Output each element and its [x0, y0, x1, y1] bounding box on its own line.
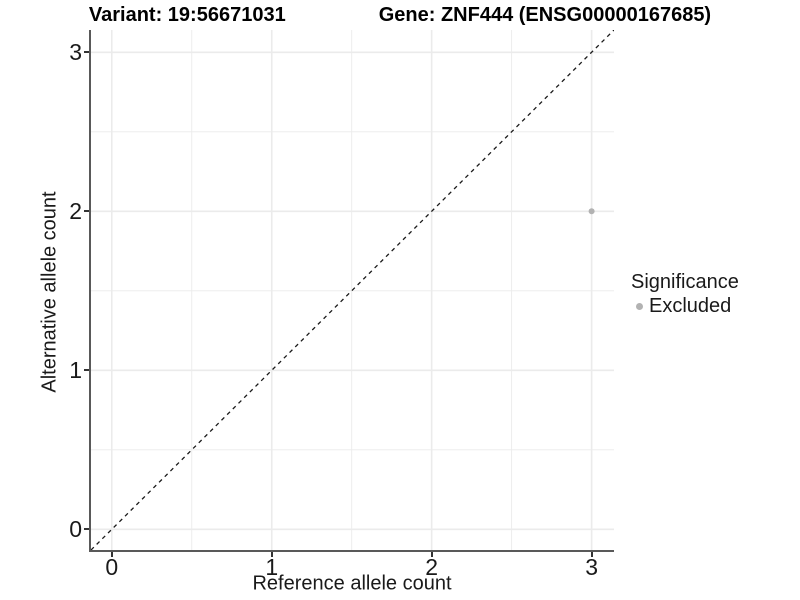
plot-panel	[89, 30, 614, 552]
x-tick-label: 2	[425, 554, 439, 580]
x-axis-title: Reference allele count	[252, 572, 452, 595]
x-tick-mark	[590, 552, 593, 557]
chart-plot-area	[91, 30, 614, 550]
y-tick-mark	[84, 528, 89, 531]
y-axis-title: Alternative allele count	[38, 191, 61, 393]
gene-title: Gene: ZNF444 (ENSG00000167685)	[378, 4, 712, 26]
y-tick-label: 2	[69, 198, 82, 225]
legend-key-dot-icon	[636, 302, 643, 310]
x-tick-label: 0	[105, 554, 119, 580]
identity-dashed-line	[91, 30, 614, 550]
x-tick-mark	[430, 552, 433, 557]
x-tick-label: 3	[585, 554, 598, 580]
x-tick-mark	[110, 552, 113, 557]
legend-title: Significance	[631, 271, 739, 293]
y-tick-label: 3	[69, 39, 82, 66]
y-tick-mark	[84, 369, 89, 372]
plot-title-row: Variant: 19:56671031 Gene: ZNF444 (ENSG0…	[0, 4, 800, 27]
legend: Significance Excluded	[631, 271, 739, 317]
y-tick-label: 0	[69, 516, 82, 543]
legend-item-label: Excluded	[649, 295, 732, 317]
data-point	[588, 208, 595, 215]
legend-item: Excluded	[631, 295, 739, 317]
legend-items: Excluded	[631, 295, 739, 317]
y-tick-mark	[84, 210, 89, 213]
variant-title: Variant: 19:56671031	[88, 4, 286, 26]
x-tick-mark	[270, 552, 273, 557]
y-tick-label: 1	[69, 357, 82, 384]
y-tick-mark	[84, 51, 89, 54]
x-tick-label: 1	[265, 554, 279, 580]
